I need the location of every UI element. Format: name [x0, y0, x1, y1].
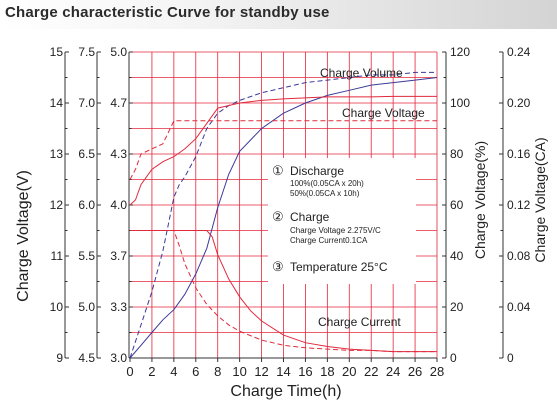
right-axis-tick-label: 120: [450, 45, 470, 59]
left-axis-tick-label: 3.3: [110, 300, 127, 314]
left-axis-tick-label: 14: [50, 96, 64, 110]
right-axis-label-ca: Charge Voltage(CA): [532, 137, 548, 262]
left-axis-tick-label: 4.0: [110, 198, 127, 212]
discharge-line-1: 100%(0.05CA x 20h): [290, 179, 364, 188]
left-axis-tick-label: 12: [50, 198, 64, 212]
temperature-number: ③: [272, 259, 284, 274]
left-axis-tick-label: 4.7: [110, 96, 127, 110]
x-axis-tick-label: 22: [364, 364, 378, 379]
charge-volume-label: Charge Volume: [320, 66, 403, 80]
charge-line-1: Charge Voltage 2.275V/C: [290, 226, 381, 235]
left-axis-tick-label: 7.5: [78, 45, 95, 59]
x-axis-tick-label: 28: [430, 364, 444, 379]
right-axis-tick-label: 0.08: [507, 249, 531, 263]
left-axis-tick-label: 9: [56, 351, 63, 365]
left-axis-tick-label: 3.7: [110, 249, 127, 263]
ticks: 15 14 13 12 11 10 9 7.5 7.0 6.5 6.0 5.5 5.0 4.5 5.0 4.7…: [50, 45, 531, 379]
left-axis-tick-label: 5.0: [110, 45, 127, 59]
charge-current-label: Charge Current: [318, 315, 401, 329]
right-axis-tick-label: 60: [450, 198, 464, 212]
title-bar: Charge characteristic Curve for standby …: [0, 0, 557, 29]
charge-number: ②: [272, 209, 284, 224]
discharge-number: ①: [272, 163, 284, 178]
right-axis-tick-label: 0: [507, 351, 514, 365]
left-axis-tick-label: 6.0: [78, 198, 95, 212]
x-axis-tick-label: 4: [170, 364, 177, 379]
left-axis-label: Charge Voltage(V): [15, 170, 32, 302]
x-axis-tick-label: 6: [192, 364, 199, 379]
x-axis-tick-label: 12: [254, 364, 268, 379]
left-axis-tick-label: 7.0: [78, 96, 95, 110]
x-axis-tick-label: 0: [126, 364, 133, 379]
x-axis-tick-label: 20: [342, 364, 356, 379]
left-axis-tick-label: 15: [50, 45, 64, 59]
left-axis-tick-label: 4.3: [110, 147, 127, 161]
x-axis-tick-label: 2: [148, 364, 155, 379]
left-axis-tick-label: 4.5: [78, 351, 95, 365]
discharge-line-2: 50%(0.05CA x 10h): [290, 189, 360, 198]
right-axis-tick-label: 40: [450, 249, 464, 263]
charge-title: Charge: [290, 210, 330, 224]
right-axis-tick-label: 0: [450, 351, 457, 365]
left-axis-tick-label: 5.5: [78, 249, 95, 263]
right-axis-tick-label: 0.12: [507, 198, 531, 212]
right-axis-tick-label: 0.16: [507, 147, 531, 161]
right-axis-tick-label: 0.04: [507, 300, 531, 314]
right-axis-tick-label: 80: [450, 147, 464, 161]
left-axis-tick-label: 13: [50, 147, 64, 161]
charge-line-2: Charge Current0.1CA: [290, 236, 368, 245]
charge-current-dashed-line: [130, 230, 437, 353]
right-axis-tick-label: 0.24: [507, 45, 531, 59]
x-axis-tick-label: 14: [276, 364, 290, 379]
temperature-text: Temperature 25°C: [290, 260, 388, 274]
right-axis-label-pct: Charge Voltage(%): [472, 141, 488, 259]
charge-volume-solid-line: [129, 77, 438, 359]
legend-box: ① Discharge 100%(0.05CA x 20h) 50%(0.05C…: [268, 158, 416, 284]
discharge-title: Discharge: [290, 164, 344, 178]
right-axis-tick-label: 0.20: [507, 96, 531, 110]
left-axis-tick-label: 5.0: [78, 300, 95, 314]
charge-voltage-dashed-line: [129, 120, 437, 180]
x-axis-tick-label: 18: [320, 364, 334, 379]
page-title: Charge characteristic Curve for standby …: [5, 4, 330, 21]
left-axis-tick-label: 3.0: [110, 351, 127, 365]
x-axis-tick-label: 10: [232, 364, 246, 379]
charge-voltage-label: Charge Voltage: [342, 106, 425, 120]
left-axis-tick-label: 6.5: [78, 147, 95, 161]
left-axis-tick-label: 10: [50, 300, 64, 314]
x-axis-tick-label: 16: [298, 364, 312, 379]
charge-voltage-solid-line: [129, 95, 437, 206]
x-axis-label: Charge Time(h): [230, 383, 341, 400]
right-axis-tick-label: 20: [450, 300, 464, 314]
series-group: [129, 71, 438, 359]
right-axis-tick-label: 100: [450, 96, 470, 110]
left-axis-tick-label: 11: [51, 249, 64, 263]
x-axis-tick-label: 24: [386, 364, 400, 379]
x-axis-tick-label: 8: [214, 364, 221, 379]
x-axis-tick-label: 26: [408, 364, 422, 379]
